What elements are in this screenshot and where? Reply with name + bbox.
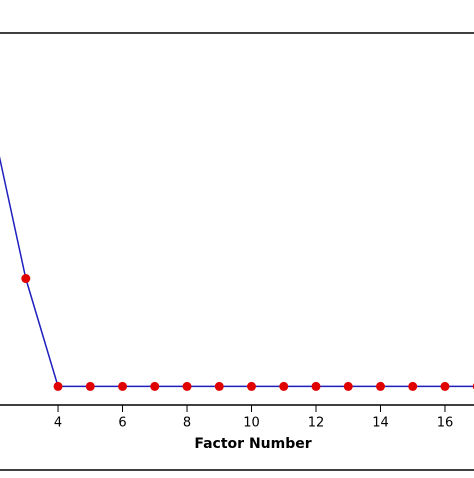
- data-point: [440, 381, 450, 391]
- x-tick-label: 8: [183, 416, 191, 431]
- data-point: [21, 274, 31, 284]
- x-tick-label: 14: [372, 416, 389, 431]
- x-tick-label: 6: [118, 416, 126, 431]
- data-point: [247, 381, 257, 391]
- x-tick-label: 16: [437, 416, 454, 431]
- data-point: [343, 381, 353, 391]
- series-line: [0, 155, 474, 388]
- x-tick-label: 4: [54, 416, 62, 431]
- data-point: [182, 381, 192, 391]
- data-point: [85, 381, 95, 391]
- data-point: [150, 381, 160, 391]
- plot-area: [0, 155, 474, 391]
- data-point: [53, 381, 63, 391]
- data-point: [279, 381, 289, 391]
- x-tick-label: 12: [308, 416, 325, 431]
- data-point: [214, 381, 224, 391]
- data-point: [118, 381, 128, 391]
- data-point: [408, 381, 418, 391]
- data-point: [311, 381, 321, 391]
- x-tick-label: 10: [243, 416, 260, 431]
- x-axis-label: Factor Number: [194, 436, 311, 452]
- data-point: [375, 381, 385, 391]
